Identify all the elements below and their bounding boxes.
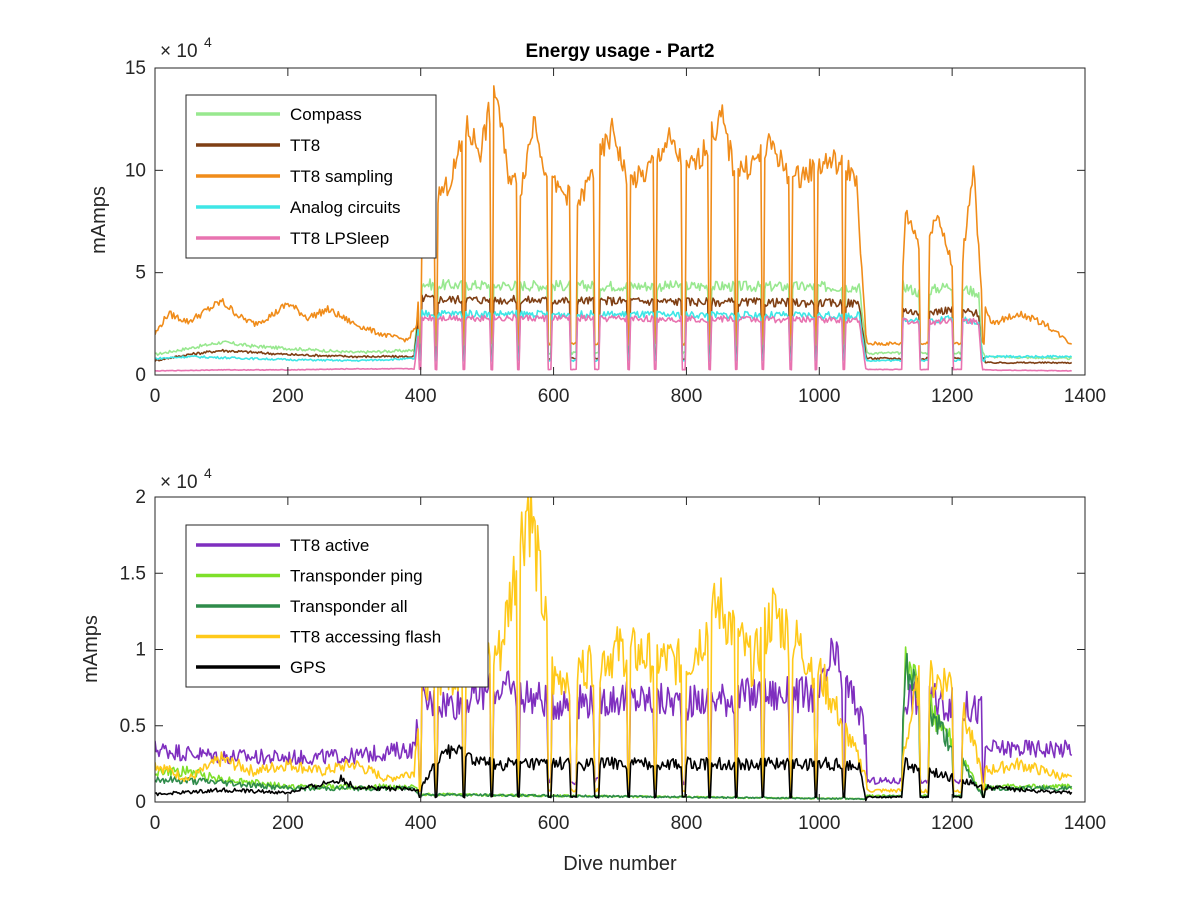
x-tick-label: 400 (405, 813, 437, 834)
y-tick-label: 2 (135, 487, 146, 508)
legend-label: Transponder ping (290, 567, 423, 586)
y-tick-label: 0.5 (120, 716, 146, 737)
svg-text:× 10: × 10 (160, 41, 198, 62)
chart-title: Energy usage - Part2 (525, 41, 714, 62)
series-line-tt8 (155, 293, 1073, 365)
y-tick-label: 10 (125, 160, 146, 181)
x-tick-label: 1400 (1064, 813, 1106, 834)
x-tick-label: 800 (671, 386, 703, 407)
x-tick-label: 800 (671, 813, 703, 834)
legend-label: Compass (290, 105, 362, 124)
top-panel: Energy usage - Part2 × 10 4 mAmps 0 200 40… (88, 34, 1106, 407)
x-tick-label: 400 (405, 386, 437, 407)
x-tick-label: 1400 (1064, 386, 1106, 407)
x-tick-label: 600 (538, 386, 570, 407)
y-tick-label: 15 (125, 58, 146, 79)
y-axis-label: mAmps (88, 186, 110, 254)
plot-area-frame (154, 67, 1086, 376)
series-line-tt8-lpsleep (155, 313, 1072, 372)
svg-text:× 10: × 10 (160, 472, 198, 493)
legend: Compass TT8 TT8 sampling Analog circuits TT8… (185, 94, 437, 259)
series-line-tt8-sampling (155, 85, 1073, 347)
x-tick-label: 1200 (931, 813, 973, 834)
y-exponent-label: × 10 4 (160, 34, 212, 62)
legend-label: TT8 active (290, 536, 369, 555)
y-tick-label: 0 (135, 792, 146, 813)
series-line-gps (155, 744, 1073, 802)
legend-label: TT8 sampling (290, 167, 393, 186)
legend-label: TT8 (290, 136, 320, 155)
legend-label: TT8 accessing flash (290, 628, 441, 647)
y-tick-label: 5 (135, 263, 146, 284)
legend: TT8 active Transponder ping Transponder al… (185, 524, 489, 688)
x-tick-label: 200 (272, 813, 304, 834)
x-tick-label: 1000 (798, 813, 840, 834)
x-tick-label: 1200 (931, 386, 973, 407)
y-exponent-label: × 10 4 (160, 465, 212, 493)
y-tick-label: 1.5 (120, 563, 146, 584)
x-tick-label: 1000 (798, 386, 840, 407)
legend-label: TT8 LPSleep (290, 229, 389, 248)
x-tick-label: 0 (150, 813, 161, 834)
x-tick-label: 0 (150, 386, 161, 407)
legend-label: Analog circuits (290, 198, 401, 217)
series-line-tt8-accessing-flash (155, 497, 1073, 794)
x-tick-label: 200 (272, 386, 304, 407)
svg-text:4: 4 (204, 465, 212, 481)
bottom-panel: × 10 4 mAmps Dive number 0 200 400 600 800 10… (80, 465, 1106, 875)
y-axis-label: mAmps (80, 615, 102, 683)
legend-label: Transponder all (290, 597, 408, 616)
legend-label: GPS (290, 658, 326, 677)
y-tick-label: 0 (135, 365, 146, 386)
x-axis-label: Dive number (563, 853, 677, 875)
svg-text:4: 4 (204, 34, 212, 50)
y-tick-label: 1 (135, 640, 146, 661)
x-tick-label: 600 (538, 813, 570, 834)
